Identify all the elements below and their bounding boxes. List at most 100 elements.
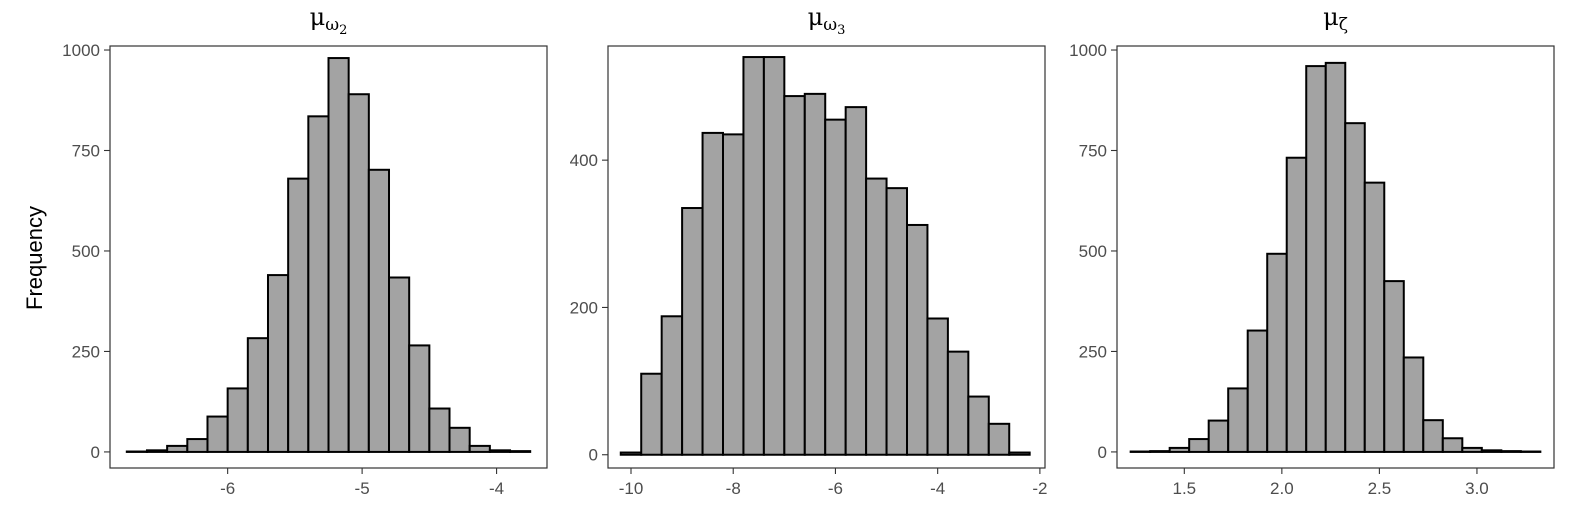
title-sub-subscript: 2 — [339, 23, 347, 38]
histogram-bar — [327, 57, 350, 453]
x-tick-label: 1.5 — [1172, 479, 1196, 498]
histogram-bar — [865, 177, 888, 456]
x-tick-label: 2.5 — [1368, 479, 1392, 498]
histogram-bar — [844, 106, 868, 456]
x-tick-label: 2.0 — [1270, 479, 1294, 498]
histogram-bar — [1266, 252, 1288, 453]
histogram-bar — [1422, 419, 1444, 453]
histogram-bar — [1246, 329, 1269, 453]
histogram-bar — [206, 415, 229, 453]
x-tick-label: -8 — [726, 479, 741, 498]
y-tick-label: 0 — [1098, 443, 1107, 462]
histogram-bar — [1383, 280, 1405, 453]
histogram-panel-mu-omega-2: -6 -5 -4 0 250 500 750 1000 μω2 — [62, 3, 548, 498]
histogram-bar — [1461, 446, 1483, 453]
y-tick-label: 750 — [72, 141, 100, 160]
panel-border — [607, 45, 1046, 469]
histogram-bar — [722, 133, 745, 456]
x-tick-label: -4 — [489, 479, 504, 498]
histogram-bar — [1402, 356, 1425, 453]
histogram-bar — [1480, 449, 1503, 453]
histogram-bar — [307, 115, 330, 453]
histogram-bar — [762, 56, 786, 456]
histogram-bar — [1344, 122, 1366, 453]
histogram-bar — [906, 223, 929, 456]
title-symbol: μ — [310, 3, 326, 31]
y-tick-label: 1000 — [1069, 41, 1107, 60]
histogram-bar — [701, 131, 724, 456]
x-tick-label: -6 — [220, 479, 235, 498]
x-tick-label: 3.0 — [1465, 479, 1489, 498]
histogram-bar — [946, 350, 970, 456]
histogram-bar — [367, 168, 391, 453]
x-tick-label: -4 — [930, 479, 945, 498]
title-symbol: μ — [808, 3, 824, 31]
histogram-bar — [885, 187, 908, 456]
panel-title: μω3 — [808, 3, 846, 38]
histogram-bar — [742, 56, 765, 456]
y-tick-label: 500 — [72, 242, 100, 261]
histogram-bar — [803, 92, 827, 456]
histogram-bar — [488, 449, 512, 453]
histogram-panel-mu-omega-3: -10 -8 -6 -4 -2 0 200 400 μω3 — [570, 3, 1048, 498]
histogram-bar — [1363, 181, 1386, 453]
histogram-bar — [1441, 437, 1464, 453]
histogram-bar — [660, 315, 684, 456]
y-tick-label: 250 — [72, 342, 100, 361]
histogram-bar — [619, 451, 643, 456]
histogram-bar — [681, 207, 704, 456]
x-tick-label: -6 — [828, 479, 843, 498]
histogram-bar — [1500, 450, 1522, 453]
histogram-bar — [448, 426, 471, 453]
histogram-bar — [1305, 65, 1327, 453]
histogram-bar — [783, 95, 806, 456]
panel-border — [1116, 45, 1555, 469]
histogram-bar — [145, 449, 169, 453]
histogram-bar — [266, 274, 290, 453]
histogram-bar — [1168, 446, 1191, 453]
histogram-bar — [987, 422, 1011, 456]
histogram-bar — [824, 118, 847, 456]
y-tick-label: 1000 — [62, 41, 100, 60]
x-tick-label: -2 — [1032, 479, 1047, 498]
histogram-bar — [1227, 387, 1249, 453]
histogram-bar — [408, 344, 431, 453]
histogram-bar — [388, 276, 411, 453]
histogram-bar — [1324, 61, 1347, 453]
title-sub-subscript: 3 — [837, 23, 845, 38]
histogram-bar — [287, 177, 310, 453]
histogram-bar — [347, 93, 370, 453]
histogram-bar — [186, 438, 209, 453]
title-subscript: ζ — [1339, 15, 1348, 35]
title-symbol: μ — [1323, 3, 1339, 31]
histogram-bar — [1149, 450, 1171, 453]
y-tick-label: 200 — [570, 298, 598, 317]
panel-title: μζ — [1323, 3, 1348, 35]
y-axis-label: Frequency — [22, 206, 47, 310]
histogram-bar — [246, 337, 269, 453]
y-tick-label: 0 — [589, 446, 598, 465]
histogram-bar — [468, 444, 491, 453]
x-tick-label: -5 — [355, 479, 370, 498]
histogram-bar — [166, 444, 189, 453]
histogram-bar — [1008, 451, 1031, 456]
y-tick-label: 250 — [1079, 342, 1107, 361]
histogram-bar — [926, 317, 949, 456]
panel-border — [109, 45, 548, 469]
histogram-bar — [1285, 156, 1308, 453]
histogram-bar — [640, 372, 663, 456]
title-subscript: ω — [823, 15, 837, 35]
x-tick-label: -10 — [619, 479, 644, 498]
y-tick-label: 500 — [1079, 242, 1107, 261]
histogram-bar — [967, 395, 990, 456]
histogram-bar — [226, 387, 249, 453]
histogram-panel-mu-zeta: 1.5 2.0 2.5 3.0 0 250 500 750 1000 μζ — [1069, 3, 1555, 498]
histogram-bar — [428, 407, 451, 453]
panel-title: μω2 — [310, 3, 348, 38]
y-tick-label: 0 — [91, 443, 100, 462]
y-tick-label: 400 — [570, 151, 598, 170]
title-subscript: ω — [325, 15, 339, 35]
y-tick-label: 750 — [1079, 141, 1107, 160]
histogram-bar — [509, 450, 532, 453]
